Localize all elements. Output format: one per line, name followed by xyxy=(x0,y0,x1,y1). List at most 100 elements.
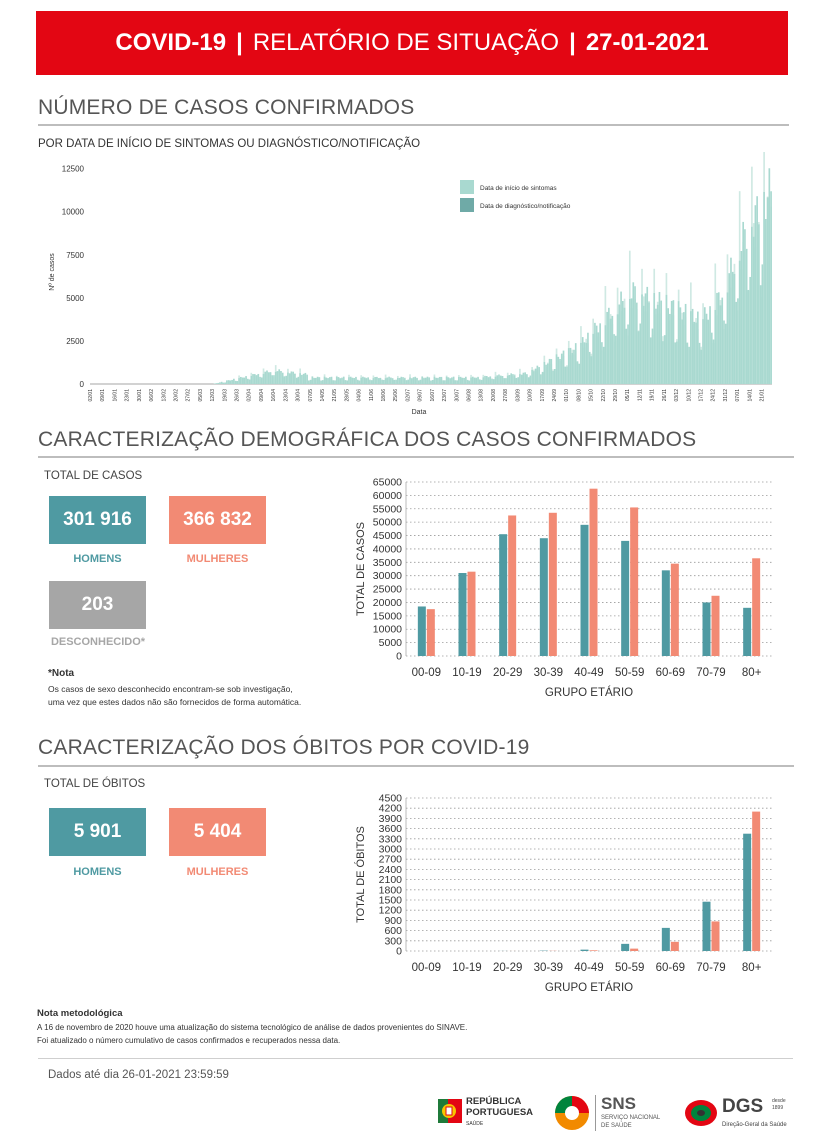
epi-bar-symptoms xyxy=(564,366,567,384)
bar-homens-00-09 xyxy=(417,606,426,656)
epi-bar-symptoms xyxy=(513,375,516,384)
epi-bar-symptoms xyxy=(386,377,389,384)
epi-bar-symptoms xyxy=(574,343,577,384)
epi-bar-symptoms xyxy=(569,347,572,384)
dgs-emblem-icon xyxy=(685,1100,717,1126)
men-deaths-label: HOMENS xyxy=(73,866,122,878)
epi-bar-symptoms xyxy=(571,352,574,384)
epi-bar-symptoms xyxy=(506,375,509,384)
y-tick-label: 10000 xyxy=(373,624,402,636)
epi-bar-symptoms xyxy=(752,236,755,384)
epi-bar-symptoms xyxy=(555,354,558,384)
x-tick-label: 16/07 xyxy=(430,389,436,402)
epi-bar-symptoms xyxy=(651,328,654,384)
epi-bar-symptoms xyxy=(719,305,722,384)
epi-bar-symptoms xyxy=(295,377,298,384)
epi-bar-symptoms xyxy=(369,379,371,384)
epi-bar-symptoms xyxy=(576,361,579,384)
epi-bar-symptoms xyxy=(325,377,328,384)
epi-bar-symptoms xyxy=(414,376,417,384)
epi-bar-symptoms xyxy=(524,372,526,384)
x-tick-label: 70-79 xyxy=(696,667,725,679)
epi-bar-symptoms xyxy=(376,376,378,384)
bar-mulheres-60-69 xyxy=(670,941,679,951)
epi-bar-symptoms xyxy=(496,375,499,384)
epi-bar-symptoms xyxy=(754,205,757,384)
methodology-note-title: Nota metodológica xyxy=(37,1008,123,1019)
x-tick-label: 70-79 xyxy=(696,962,725,974)
epi-bar-symptoms xyxy=(444,380,446,384)
epi-bar-symptoms xyxy=(315,377,317,384)
x-tick-label: 19/11 xyxy=(650,389,656,401)
epi-bar-symptoms xyxy=(527,377,530,384)
epi-bar-symptoms xyxy=(674,342,676,384)
bar-homens-80+ xyxy=(743,607,752,656)
epi-bar-symptoms xyxy=(662,341,664,384)
epi-bar-symptoms xyxy=(452,376,455,384)
epi-bar-symptoms xyxy=(217,382,219,384)
epi-bar-symptoms xyxy=(618,304,621,384)
bar-mulheres-50-59 xyxy=(630,507,639,656)
epi-bar-symptoms xyxy=(395,379,397,384)
republica-line-2: PORTUGUESA xyxy=(466,1107,534,1118)
epi-bar-symptoms xyxy=(473,377,476,384)
report-banner: COVID-19 | RELATÓRIO DE SITUAÇÃO | 27-01… xyxy=(36,11,788,75)
epi-bar-symptoms xyxy=(264,371,267,384)
epi-bar-symptoms xyxy=(557,356,560,384)
epi-bar-symptoms xyxy=(533,371,535,384)
unknown-cases-label: DESCONHECIDO* xyxy=(50,636,146,648)
sns-line-1: SERVIÇO NACIONAL xyxy=(601,1115,661,1121)
epi-bar-symptoms xyxy=(592,333,594,384)
epi-bar-symptoms xyxy=(222,382,225,384)
x-tick-label: 08/10 xyxy=(576,389,582,402)
section-divider xyxy=(38,765,794,767)
x-tick-label: 23/07 xyxy=(442,389,448,402)
methodology-note-line-2: Foi atualizado o número cumulativo de ca… xyxy=(37,1036,341,1045)
x-tick-label: 26/03 xyxy=(235,389,241,402)
x-tick-label: 20/08 xyxy=(491,389,497,402)
y-tick-label: 2100 xyxy=(379,874,403,886)
epi-bar-symptoms xyxy=(723,320,725,384)
bar-homens-70-79 xyxy=(702,901,711,951)
epi-bar-symptoms xyxy=(306,374,308,384)
confirmed-cases-subtitle: POR DATA DE INÍCIO DE SINTOMAS OU DIAGNÓ… xyxy=(38,138,421,150)
epi-bar-symptoms xyxy=(658,291,661,384)
epi-bar-symptoms xyxy=(294,373,296,384)
epi-bar-symptoms xyxy=(649,337,652,384)
x-tick-label: 31/12 xyxy=(723,389,729,402)
epi-bar-symptoms xyxy=(447,377,450,384)
total-cases-label: TOTAL DE CASOS xyxy=(44,470,143,482)
epi-bar-symptoms xyxy=(253,374,256,384)
epi-bar-symptoms xyxy=(738,260,741,384)
epi-bar-symptoms xyxy=(492,379,495,384)
epi-bar-symptoms xyxy=(308,380,310,384)
epi-bar-symptoms xyxy=(630,298,633,384)
epi-bar-symptoms xyxy=(231,379,233,384)
epi-bar-symptoms xyxy=(700,349,703,384)
men-deaths-box: 5 901 xyxy=(49,808,146,856)
epi-bar-symptoms xyxy=(356,379,359,384)
epi-bar-symptoms xyxy=(337,377,340,384)
epi-bar-symptoms xyxy=(400,376,403,384)
epi-bar-symptoms xyxy=(421,377,424,384)
epi-bar-symptoms xyxy=(538,367,540,384)
epi-bar-symptoms xyxy=(541,371,544,384)
x-tick-label: 80+ xyxy=(742,667,762,679)
epi-bar-symptoms xyxy=(410,378,413,384)
x-tick-label: 20-29 xyxy=(493,962,522,974)
epi-bar-symptoms xyxy=(735,301,738,384)
x-tick-label: 29/10 xyxy=(613,389,619,402)
epi-bar-symptoms xyxy=(606,311,608,384)
y-tick-label: 4500 xyxy=(379,793,403,805)
epi-bar-symptoms xyxy=(644,293,647,384)
epi-bar-symptoms xyxy=(283,376,286,384)
epi-bar-symptoms xyxy=(751,226,753,384)
epi-bar-symptoms xyxy=(321,380,324,384)
x-tick-label: 80+ xyxy=(742,962,762,974)
x-tick-label: 16/04 xyxy=(271,389,277,402)
epi-bar-symptoms xyxy=(559,359,561,384)
epi-bar-symptoms xyxy=(512,374,514,384)
epi-bar-symptoms xyxy=(391,378,394,384)
epi-bar-symptoms xyxy=(594,322,596,384)
epi-bar-symptoms xyxy=(480,380,483,384)
